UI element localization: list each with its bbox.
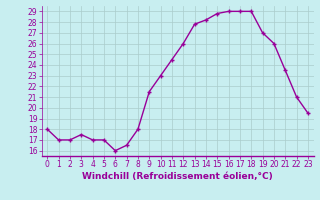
- X-axis label: Windchill (Refroidissement éolien,°C): Windchill (Refroidissement éolien,°C): [82, 172, 273, 181]
